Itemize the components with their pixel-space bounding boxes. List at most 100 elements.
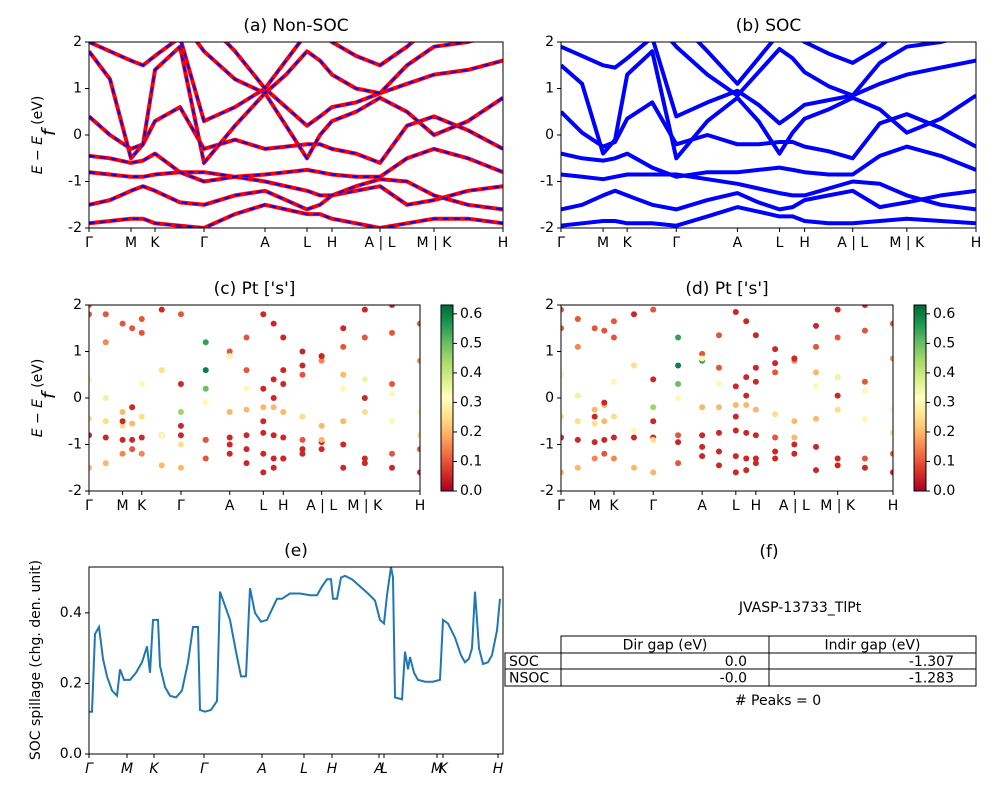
projection-point — [558, 288, 564, 294]
projection-point — [361, 306, 368, 313]
x-tick-label: Γ — [85, 235, 93, 251]
projection-point — [102, 460, 109, 467]
projection-point — [575, 293, 581, 299]
projection-point — [561, 325, 564, 332]
projection-point — [601, 399, 608, 406]
projection-point — [861, 327, 868, 334]
projection-point — [813, 369, 820, 376]
projection-point — [119, 408, 126, 415]
projection-point — [752, 460, 759, 467]
y-axis-label-part: (eV) — [30, 359, 46, 393]
projection-point — [834, 306, 841, 313]
x-tick-label: M | K — [347, 498, 383, 514]
projection-point — [202, 339, 209, 346]
projection-point — [260, 450, 267, 457]
band-line — [561, 205, 976, 228]
projection-point — [715, 448, 722, 455]
projection-point — [601, 436, 608, 443]
y-tick-label: 0.0 — [60, 746, 82, 762]
y-axis-label-part: E − E — [30, 136, 46, 174]
projection-point — [715, 364, 722, 371]
projection-point — [389, 381, 396, 388]
band-line — [89, 202, 503, 228]
row-header: SOC — [509, 654, 539, 670]
axes-frame — [88, 41, 504, 229]
projection-point — [611, 283, 617, 289]
projection-point — [574, 315, 581, 322]
projection-point — [119, 436, 126, 443]
x-tick-label: L — [303, 235, 311, 251]
projection-point — [630, 427, 637, 434]
colorbar-tick-label: 0.0 — [460, 483, 482, 499]
projection-point — [340, 325, 347, 332]
projection-point — [260, 385, 267, 392]
projection-point — [318, 357, 325, 364]
x-tick-label: M — [431, 761, 443, 777]
projection-point — [890, 429, 893, 436]
projection-point — [280, 334, 287, 341]
y-tick-label: -1 — [540, 174, 554, 190]
projection-point — [561, 306, 564, 313]
projection-point — [138, 315, 145, 322]
projection-point — [834, 455, 841, 462]
band-line-overlay — [89, 147, 503, 183]
projection-point — [610, 413, 617, 420]
panel-title: (a) Non-SOC — [243, 16, 348, 36]
projection-point — [601, 293, 607, 299]
projection-point — [129, 436, 136, 443]
projection-point — [675, 334, 682, 341]
projection-point — [226, 434, 233, 441]
y-tick-label: -2 — [540, 220, 554, 236]
projection-point — [139, 283, 145, 289]
projection-point — [89, 415, 92, 422]
y-tick-label: 1 — [73, 344, 82, 360]
x-tick-label: L — [300, 761, 308, 777]
projection-point — [340, 371, 347, 378]
projection-point — [591, 325, 598, 332]
y-tick-label: -1 — [540, 437, 554, 453]
projection-point — [417, 446, 420, 453]
projection-point — [890, 469, 893, 476]
y-tick-label: 1 — [545, 81, 554, 97]
colorbar-tick-label: 0.2 — [460, 424, 482, 440]
projection-point — [650, 404, 657, 411]
projection-point — [202, 367, 209, 374]
x-tick-label: A | L — [779, 498, 810, 514]
projection-point — [129, 325, 136, 332]
projection-point — [177, 311, 184, 318]
x-tick-label: A — [373, 761, 384, 777]
projection-point — [119, 320, 126, 327]
projection-point — [89, 464, 92, 471]
band-line-overlay — [195, 42, 472, 95]
projection-point — [574, 343, 581, 350]
projection-point — [102, 418, 109, 425]
projection-point — [772, 448, 779, 455]
colorbar-tick-label: 0.3 — [933, 394, 955, 410]
projection-point — [675, 439, 682, 446]
projection-point — [752, 432, 759, 439]
projection-point — [280, 381, 287, 388]
x-tick-label: K — [623, 235, 633, 251]
projection-point — [299, 362, 306, 369]
y-tick-label: -2 — [68, 220, 82, 236]
projection-point — [177, 381, 184, 388]
projection-point — [340, 343, 347, 350]
y-axis-label-part: (eV) — [30, 96, 46, 130]
projection-point — [861, 388, 868, 395]
projection-point — [89, 432, 92, 439]
projection-point — [791, 441, 798, 448]
projection-point — [813, 443, 820, 450]
x-tick-label: Γ — [85, 761, 94, 777]
projection-point — [574, 464, 581, 471]
projection-point — [591, 439, 598, 446]
projection-point — [243, 432, 250, 439]
table-value: -1.307 — [909, 654, 954, 670]
x-tick-label: A — [256, 761, 267, 777]
projection-point — [299, 348, 306, 355]
panel-title: (f) — [759, 542, 778, 562]
projection-point — [591, 455, 598, 462]
y-tick-label: 0 — [545, 127, 554, 143]
projection-point — [732, 401, 739, 408]
projection-point — [226, 441, 233, 448]
x-tick-label: Γ — [557, 498, 565, 514]
